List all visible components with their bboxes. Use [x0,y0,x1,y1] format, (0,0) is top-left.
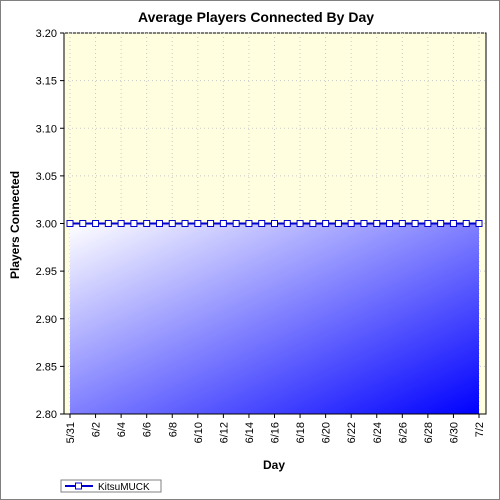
series-point [117,220,125,227]
legend-label: KitsuMUCK [98,482,150,493]
x-tick-label: 6/16 [270,422,282,443]
series-point [168,220,176,227]
series-point [373,220,381,227]
x-tick-label: 6/26 [397,422,409,443]
legend-swatch-marker [75,482,82,490]
series-point [219,220,227,227]
series-point [181,220,189,227]
series-area [70,223,479,414]
chart-title: Average Players Connected By Day [138,9,374,25]
y-axis-title: Players Connected [8,171,22,279]
series-points [66,220,483,227]
series-point [309,220,317,227]
y-tick-label: 2.95 [36,266,57,278]
series-point [258,220,266,227]
x-tick-label: 6/10 [193,422,205,443]
series-point [66,220,74,227]
series-point [130,220,138,227]
series-point [232,220,240,227]
x-tick-label: 6/8 [167,422,179,437]
x-axis-title: Day [263,458,285,472]
x-tick-label: 6/28 [423,422,435,443]
x-tick-label: 6/22 [346,422,358,443]
x-tick-label: 6/24 [372,422,384,443]
series-point [449,220,457,227]
series-point [207,220,215,227]
series-point [296,220,304,227]
series-point [411,220,419,227]
x-tick-label: 6/6 [142,422,154,437]
series-point [360,220,368,227]
y-tick-label: 3.00 [36,219,57,231]
series-point [347,220,355,227]
x-tick-label: 6/30 [448,422,460,443]
series-point [475,220,483,227]
series-point [283,220,291,227]
series-point [92,220,100,227]
series-point [462,220,470,227]
x-tick-label: 6/2 [91,422,103,437]
series-point [437,220,445,227]
x-tick-label: 6/12 [218,422,230,443]
y-tick-label: 3.05 [36,171,57,183]
series-point [334,220,342,227]
series-point [104,220,112,227]
y-tick-label: 2.90 [36,314,57,326]
x-tick-label: 6/14 [244,422,256,443]
x-tick-label: 6/18 [295,422,307,443]
series-point [386,220,394,227]
y-tick-label: 2.85 [36,361,57,373]
y-tick-label: 3.10 [36,123,57,135]
x-axis: 5/31 6/2 6/4 6/6 6/8 6/10 6/12 6/14 6/16 6/18 6/20… [64,413,486,443]
y-tick-label: 3.15 [36,76,57,88]
x-tick-label: 7/2 [474,422,486,437]
legend-box [60,479,162,493]
series-point [322,220,330,227]
x-tick-label: 6/20 [321,422,333,443]
series-point [79,220,87,227]
legend: KitsuMUCK [60,479,162,493]
series-point [424,220,432,227]
y-tick-label: 3.20 [36,28,57,40]
x-tick-label: 6/4 [116,422,128,437]
series-point [271,220,278,227]
series-point [245,220,253,227]
series-point [194,220,202,227]
x-tick-label: 5/31 [65,422,77,443]
series-point [398,220,406,227]
y-axis: 2.80 2.85 2.90 2.95 3.00 3.05 3.10 3.15 3.20 [36,28,65,421]
series-point [155,220,163,227]
y-tick-label: 2.80 [36,409,57,421]
series-point [143,220,151,227]
